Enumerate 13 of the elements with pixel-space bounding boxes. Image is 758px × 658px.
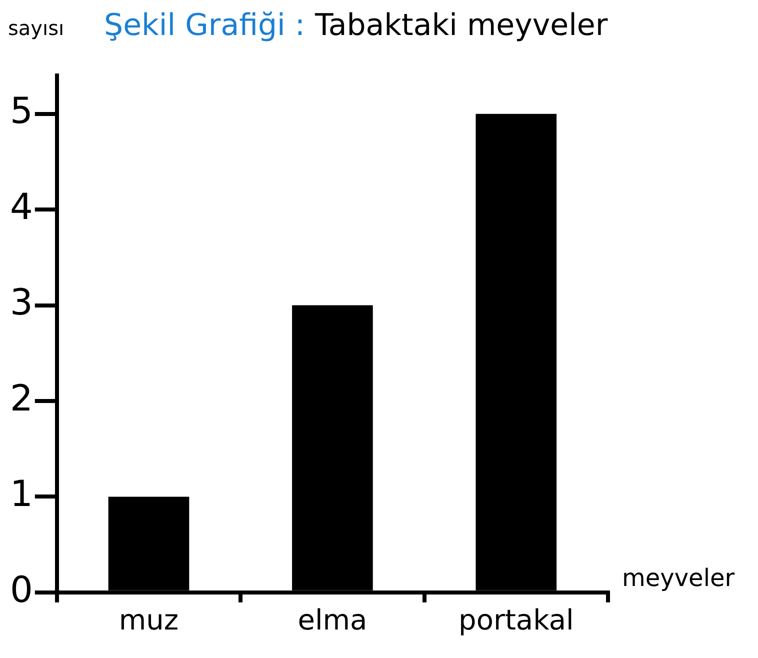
x-tick-label: portakal	[458, 603, 574, 636]
chart-subtitle: Tabaktaki meyveler	[315, 8, 608, 43]
y-axis-title: sayısı	[8, 16, 64, 40]
x-tick-label: elma	[298, 603, 368, 636]
y-tick-label: 1	[10, 474, 33, 516]
chart-title: Şekil Grafiği :	[104, 8, 306, 43]
y-tick-label: 4	[10, 186, 33, 228]
y-tick-label: 0	[10, 570, 33, 611]
y-tick-label: 2	[10, 378, 33, 420]
x-axis-title: meyveler	[622, 564, 735, 592]
y-tick-label: 5	[10, 91, 33, 132]
x-tick-label: muz	[118, 603, 179, 636]
y-tick-label: 3	[10, 282, 33, 324]
